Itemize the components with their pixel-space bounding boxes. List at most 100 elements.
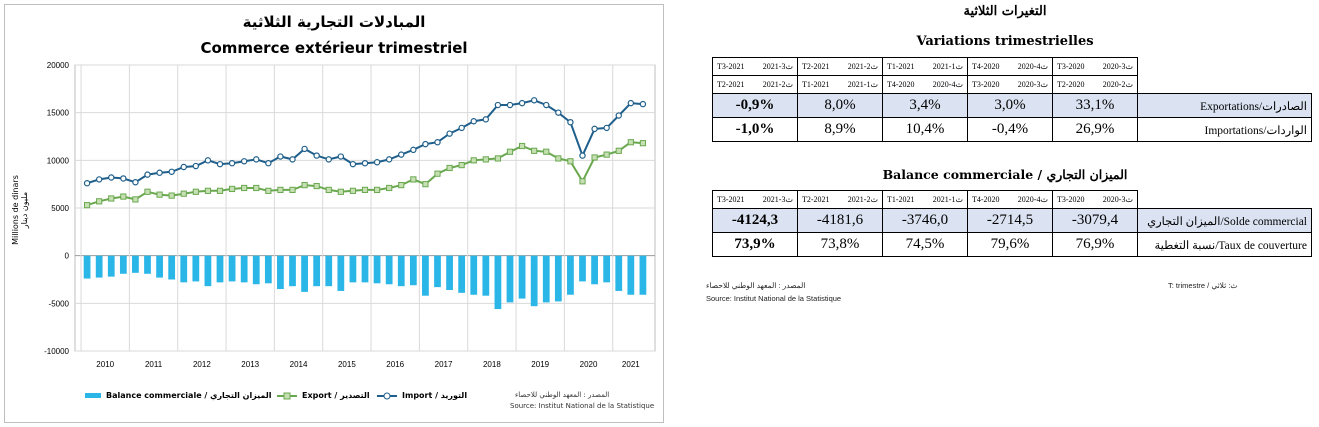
chart-title-ar: المبادلات التجارية الثلاثية [242, 13, 426, 31]
import-point [228, 159, 236, 167]
legend-export-label: Export / التصدير [302, 391, 370, 400]
var-h0-bot-l: T2-2021 [717, 80, 745, 89]
export-point [132, 196, 139, 203]
balance-bar [591, 255, 598, 285]
export-point [410, 176, 417, 183]
bal-h3-l: T4-2020 [972, 195, 1000, 204]
export-point [228, 185, 236, 193]
import-point [313, 152, 320, 159]
export-point [422, 181, 429, 188]
import-point [120, 175, 127, 182]
balance-bar [518, 255, 526, 299]
right-source-ar: المصدر : المعهد الوطني للاحصاء [706, 281, 806, 290]
imports-row: -1,0% 8,9% 10,4% -0,4% 26,9% Importation… [712, 117, 1312, 142]
solde-value: -4181,6 [797, 208, 883, 233]
var-h3-bot-l: T3-2020 [972, 80, 1000, 89]
import-point [446, 130, 453, 137]
import-point [458, 124, 465, 132]
var-h0-top-l: T3-2021 [717, 62, 745, 71]
import-point [301, 145, 308, 153]
import-point [422, 140, 429, 148]
x-tick-label: 2013 [241, 360, 259, 369]
balance-bar [156, 255, 163, 278]
balance-bar [107, 255, 115, 277]
balance-bar [119, 255, 127, 274]
solde-value: -3079,4 [1052, 208, 1138, 233]
balance-bar [313, 255, 321, 287]
solde-label: الميزان التجاري/Solde commercial [1137, 208, 1312, 233]
balance-bar [337, 255, 345, 291]
balance-bar [132, 255, 139, 273]
imports-label: Importations/الواردات [1137, 117, 1312, 142]
var-header-bottom-row: T2-2021 2021-2ث T1-2021 2021-1ث T4-2020 202… [712, 75, 1312, 94]
export-point [108, 195, 115, 202]
right-title-fr: Variations trimestrielles [916, 34, 1094, 49]
legend-balance: Balance commerciale / الميزان التجاري [85, 391, 272, 400]
var-h1-bot-r: 2021-1ث [847, 80, 878, 89]
x-tick-label: 2015 [338, 360, 356, 369]
import-point [506, 101, 514, 109]
imports-value: 26,9% [1052, 117, 1138, 142]
var-h4-top-r: 2020-3ث [1102, 62, 1133, 71]
balance-bar [603, 255, 611, 283]
import-point [567, 118, 574, 126]
import-point [615, 112, 622, 119]
balance-bar [554, 255, 562, 302]
import-point [373, 159, 381, 166]
import-point [361, 159, 369, 167]
balance-bar [83, 255, 91, 279]
var-h0-bot-r: 2021-2ث [762, 80, 793, 89]
var-h3-top-l: T4-2020 [972, 62, 1000, 71]
bal-h2-l: T1-2021 [887, 195, 915, 204]
bal-h3-r: 2020-4ث [1017, 195, 1048, 204]
legend-import: Import / التوريد [377, 391, 467, 400]
x-tick-label: 2021 [622, 360, 640, 369]
y-tick-label: 20000 [47, 61, 70, 70]
import-point [253, 156, 260, 163]
balance-bar [422, 255, 429, 296]
export-point [337, 188, 344, 195]
legend-balance-label: Balance commerciale / الميزان التجاري [106, 391, 272, 400]
solde-value: -4124,3 [712, 208, 798, 233]
import-point [204, 157, 212, 164]
import-point [83, 180, 91, 187]
y-tick-label: -5000 [49, 299, 70, 308]
export-point [83, 202, 91, 209]
y-tick-label: 15000 [47, 109, 70, 118]
balance-bar [301, 255, 308, 292]
solde-value: -3746,0 [882, 208, 968, 233]
import-point [156, 169, 163, 176]
x-tick-label: 2014 [290, 360, 308, 369]
balance-bar [385, 255, 393, 285]
export-point [518, 142, 526, 150]
export-point [434, 170, 441, 177]
solde-value: -2714,5 [967, 208, 1053, 233]
imports-value: -1,0% [712, 117, 798, 142]
balance-bar [361, 255, 369, 283]
import-point [639, 100, 647, 108]
import-point [108, 174, 115, 181]
export-point [313, 182, 320, 190]
y-tick-label: 10000 [47, 156, 70, 165]
balance-bar [289, 255, 296, 287]
export-point [204, 187, 212, 194]
export-point [627, 139, 634, 146]
legend-balance-swatch [85, 393, 101, 398]
exports-value: 33,1% [1052, 93, 1138, 118]
import-point [325, 156, 332, 163]
export-point [265, 187, 272, 194]
export-point [349, 187, 357, 194]
var-h4-top-l: T3-2020 [1057, 62, 1085, 71]
var-h4-bot-l: T2-2020 [1057, 80, 1085, 89]
imports-value: 8,9% [797, 117, 883, 142]
var-h3-bot-r: 2020-3ث [1017, 80, 1048, 89]
legend-import-swatch [377, 392, 397, 399]
export-point [301, 182, 308, 189]
var-header-top-row: T3-2021 2021-3ث T2-2021 2021-2ث T1-2021 202… [712, 57, 1312, 76]
balance-bar [434, 255, 441, 288]
exports-value: 3,4% [882, 93, 968, 118]
balance-bar [216, 255, 224, 283]
balance-bar [264, 255, 272, 284]
chart-source-fr: Source: Institut National de la Statisti… [510, 402, 655, 410]
import-point [385, 156, 393, 163]
